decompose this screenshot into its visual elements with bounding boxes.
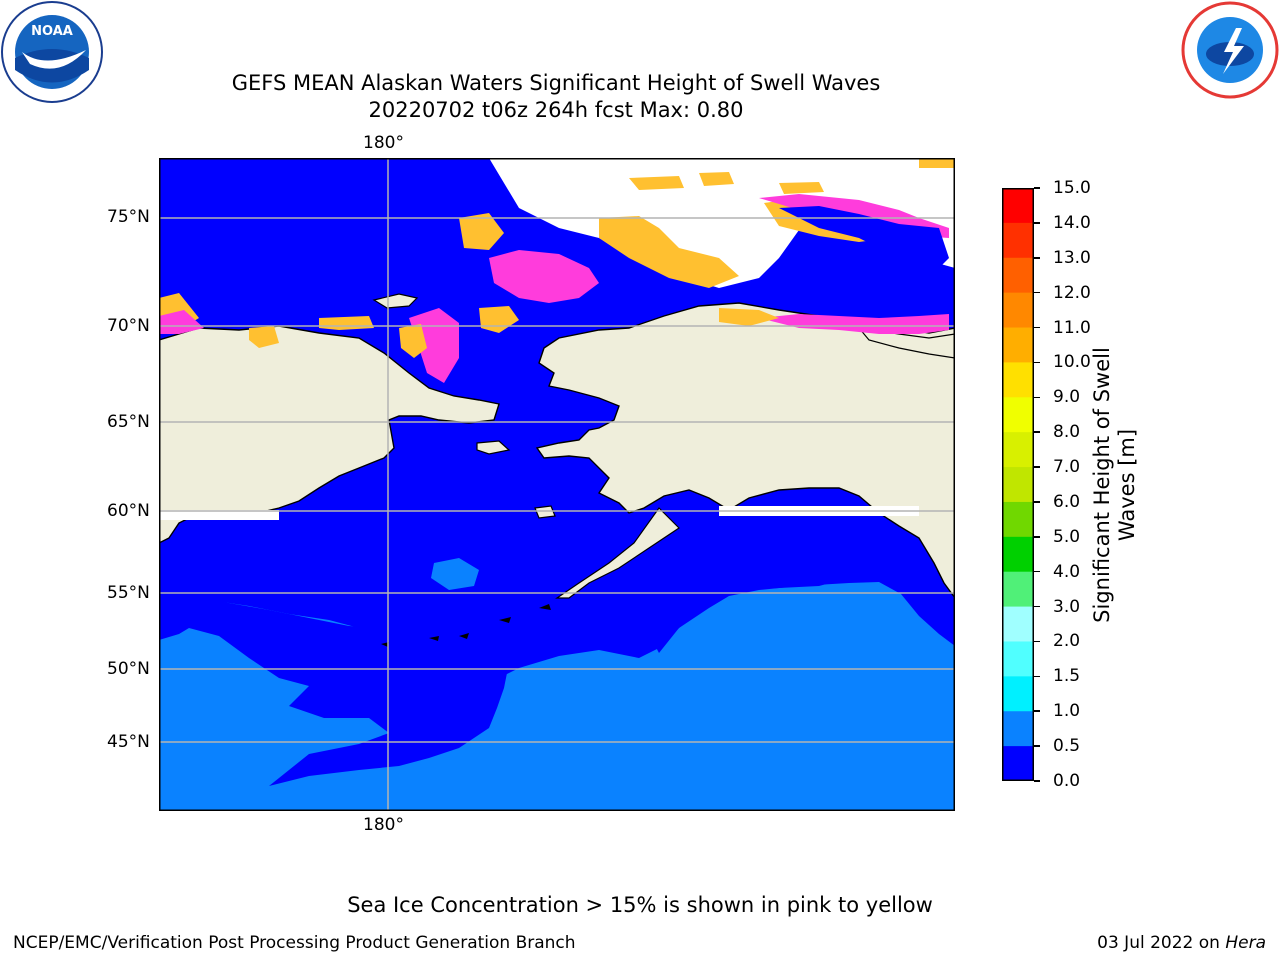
- colorbar-segment: [1002, 711, 1034, 747]
- colorbar-tick-label: 6.0: [1053, 491, 1081, 512]
- land-alaska: [535, 302, 956, 601]
- colorbar-segment: [1002, 397, 1034, 433]
- nws-logo: [1178, 0, 1280, 100]
- svg-text:NOAA: NOAA: [31, 24, 73, 39]
- lat-label-60: 60°N: [107, 501, 150, 521]
- lon-label-top: 180°: [363, 133, 404, 153]
- colorbar-tick-label: 7.0: [1053, 457, 1081, 478]
- colorbar-tick-label: 0.5: [1053, 736, 1081, 757]
- colorbar-tick: [1034, 431, 1040, 433]
- lat-label-70: 70°N: [107, 316, 150, 336]
- footer-host: Hera: [1225, 933, 1266, 953]
- colorbar-tick: [1034, 640, 1040, 643]
- noaa-logo: NOAA: [0, 0, 104, 104]
- ocean-low-upper: [159, 158, 955, 678]
- graticule: [159, 158, 955, 811]
- colorbar-tick: [1034, 361, 1040, 364]
- lat-label-50: 50°N: [107, 659, 150, 679]
- lat-label-65: 65°N: [107, 412, 150, 432]
- colorbar-tick-label: 8.0: [1053, 422, 1081, 443]
- chart-title: GEFS MEAN Alaskan Waters Significant Hei…: [231, 71, 881, 95]
- colorbar-tick-label: 5.0: [1053, 526, 1081, 547]
- colorbar-tick-label: 1.5: [1053, 666, 1081, 687]
- colorbar-segment: [1002, 606, 1034, 642]
- colorbar-tick-label: 12.0: [1053, 282, 1091, 303]
- colorbar-segment: [1002, 501, 1034, 538]
- colorbar-segment: [1002, 571, 1034, 608]
- colorbar-tick: [1034, 745, 1040, 747]
- colorbar-tick-label: 13.0: [1053, 247, 1091, 268]
- sea-ice-yellow: [599, 216, 739, 288]
- colorbar-segment: [1002, 257, 1034, 294]
- colorbar-segment: [1002, 362, 1034, 398]
- footer-date-text: 03 Jul 2022 on: [1097, 933, 1226, 953]
- colorbar-tick-label: 10.0: [1053, 352, 1091, 373]
- colorbar: [1002, 188, 1034, 782]
- colorbar-segment: [1002, 222, 1034, 259]
- colorbar-tick: [1034, 536, 1040, 538]
- colorbar-tick-label: 9.0: [1053, 387, 1081, 408]
- colorbar-tick: [1034, 466, 1040, 468]
- colorbar-tick-label: 3.0: [1053, 596, 1081, 617]
- colorbar-tick: [1034, 222, 1040, 224]
- colorbar-segment: [1002, 676, 1034, 712]
- colorbar-tick-label: 1.0: [1053, 701, 1081, 722]
- sea-ice-white: [489, 158, 955, 288]
- colorbar-tick: [1034, 326, 1040, 329]
- colorbar-tick: [1034, 501, 1040, 503]
- colorbar-tick: [1034, 675, 1040, 678]
- lat-label-55: 55°N: [107, 583, 150, 603]
- colorbar-segment: [1002, 467, 1034, 503]
- colorbar-segment: [1002, 292, 1034, 329]
- colorbar-segment: [1002, 327, 1034, 363]
- swell-height-map: [158, 158, 956, 811]
- chart-subtitle: 20220702 t06z 264h fcst Max: 0.80: [368, 98, 744, 122]
- footer-org: NCEP/EMC/Verification Post Processing Pr…: [13, 933, 576, 953]
- colorbar-tick: [1034, 291, 1040, 294]
- colorbar-segment: [1002, 188, 1034, 224]
- colorbar-tick-label: 14.0: [1053, 212, 1091, 233]
- colorbar-segment: [1002, 746, 1034, 782]
- lat-label-45: 45°N: [107, 732, 150, 752]
- colorbar-tick-label: 4.0: [1053, 561, 1081, 582]
- colorbar-segment: [1002, 432, 1034, 468]
- colorbar-tick: [1034, 710, 1040, 712]
- lat-label-75: 75°N: [107, 207, 150, 227]
- colorbar-tick: [1034, 605, 1040, 608]
- colorbar-tick-label: 2.0: [1053, 631, 1081, 652]
- footer-date: 03 Jul 2022 on Hera: [1097, 932, 1266, 954]
- colorbar-tick: [1034, 187, 1040, 189]
- colorbar-tick-label: 0.0: [1053, 771, 1081, 791]
- colorbar-tick: [1034, 570, 1040, 573]
- colorbar-segment: [1002, 641, 1034, 677]
- colorbar-tick-label: 15.0: [1053, 178, 1091, 198]
- colorbar-tick: [1034, 780, 1040, 782]
- colorbar-tick-label: 11.0: [1053, 317, 1091, 338]
- lon-label-bottom: 180°: [363, 815, 404, 835]
- colorbar-title: Significant Height of Swell Waves [m]: [1090, 347, 1139, 623]
- sea-ice-pink: [489, 250, 599, 303]
- colorbar-segment: [1002, 536, 1034, 573]
- colorbar-tick: [1034, 257, 1040, 259]
- sea-ice-note: Sea Ice Concentration > 15% is shown in …: [347, 893, 933, 917]
- colorbar-tick: [1034, 396, 1040, 399]
